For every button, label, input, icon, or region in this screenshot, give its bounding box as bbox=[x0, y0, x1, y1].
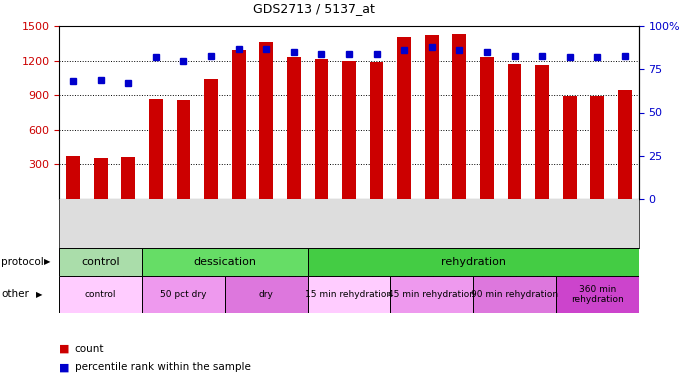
Text: 90 min rehydration: 90 min rehydration bbox=[471, 290, 558, 299]
Text: count: count bbox=[75, 344, 104, 354]
Bar bbox=[177, 100, 191, 199]
Bar bbox=[535, 65, 549, 199]
Text: dry: dry bbox=[259, 290, 274, 299]
Bar bbox=[121, 158, 135, 199]
Text: protocol: protocol bbox=[1, 256, 44, 267]
Text: ■: ■ bbox=[59, 363, 70, 372]
Bar bbox=[225, 276, 308, 313]
Text: percentile rank within the sample: percentile rank within the sample bbox=[75, 363, 251, 372]
Bar bbox=[94, 158, 107, 199]
Bar bbox=[149, 99, 163, 199]
Bar bbox=[390, 276, 473, 313]
Bar bbox=[618, 90, 632, 199]
Text: ▶: ▶ bbox=[36, 290, 43, 299]
Text: control: control bbox=[82, 256, 120, 267]
Bar bbox=[370, 63, 383, 199]
Text: 360 min
rehydration: 360 min rehydration bbox=[571, 285, 624, 304]
Text: dessication: dessication bbox=[193, 256, 256, 267]
Text: rehydration: rehydration bbox=[440, 256, 505, 267]
Text: 15 min rehydration: 15 min rehydration bbox=[306, 290, 392, 299]
Bar bbox=[425, 36, 438, 199]
Bar bbox=[452, 34, 466, 199]
Bar bbox=[308, 276, 390, 313]
Bar bbox=[480, 57, 493, 199]
Bar bbox=[342, 61, 356, 199]
Bar bbox=[59, 276, 142, 313]
Bar bbox=[142, 276, 225, 313]
Text: GDS2713 / 5137_at: GDS2713 / 5137_at bbox=[253, 2, 375, 15]
Bar bbox=[556, 276, 639, 313]
Bar bbox=[563, 96, 577, 199]
Bar bbox=[287, 57, 301, 199]
Text: 45 min rehydration: 45 min rehydration bbox=[388, 290, 475, 299]
Text: 50 pct dry: 50 pct dry bbox=[161, 290, 207, 299]
Text: ▶: ▶ bbox=[44, 257, 50, 266]
Bar bbox=[59, 248, 142, 276]
Bar bbox=[308, 248, 639, 276]
Bar bbox=[260, 42, 273, 199]
Bar bbox=[232, 50, 246, 199]
Bar bbox=[397, 37, 411, 199]
Bar bbox=[473, 276, 556, 313]
Text: other: other bbox=[1, 290, 29, 299]
Text: ■: ■ bbox=[59, 344, 70, 354]
Bar bbox=[142, 248, 308, 276]
Bar bbox=[315, 59, 328, 199]
Bar bbox=[205, 79, 218, 199]
Bar bbox=[507, 64, 521, 199]
Bar bbox=[66, 156, 80, 199]
Text: control: control bbox=[85, 290, 117, 299]
Bar bbox=[591, 96, 604, 199]
